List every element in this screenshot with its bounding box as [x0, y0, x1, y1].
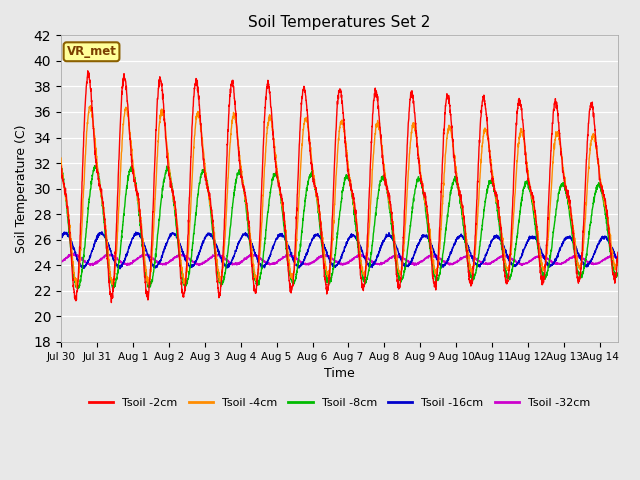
Tsoil -8cm: [295, 254, 303, 260]
Tsoil -16cm: [271, 240, 279, 245]
Tsoil -16cm: [295, 264, 303, 270]
Tsoil -8cm: [614, 270, 622, 276]
Tsoil -8cm: [154, 231, 162, 237]
Line: Tsoil -4cm: Tsoil -4cm: [61, 106, 618, 288]
X-axis label: Time: Time: [324, 367, 355, 380]
Tsoil -8cm: [121, 204, 129, 210]
Legend: Tsoil -2cm, Tsoil -4cm, Tsoil -8cm, Tsoil -16cm, Tsoil -32cm: Tsoil -2cm, Tsoil -4cm, Tsoil -8cm, Tsoi…: [84, 394, 595, 412]
Tsoil -8cm: [543, 270, 551, 276]
Tsoil -2cm: [154, 94, 162, 99]
Tsoil -32cm: [295, 258, 303, 264]
Tsoil -32cm: [57, 259, 65, 264]
Tsoil -4cm: [295, 194, 303, 200]
Tsoil -16cm: [116, 266, 124, 272]
Tsoil -32cm: [604, 255, 611, 261]
Tsoil -2cm: [121, 76, 129, 82]
Tsoil -32cm: [121, 261, 129, 266]
Tsoil -2cm: [614, 250, 622, 255]
Tsoil -8cm: [271, 172, 278, 178]
Tsoil -32cm: [70, 250, 77, 256]
Tsoil -4cm: [543, 245, 551, 251]
Tsoil -32cm: [614, 255, 622, 261]
Tsoil -16cm: [57, 233, 65, 239]
Tsoil -4cm: [57, 155, 65, 161]
Tsoil -4cm: [154, 143, 162, 148]
Tsoil -32cm: [86, 263, 94, 268]
Tsoil -4cm: [73, 285, 81, 290]
Line: Tsoil -8cm: Tsoil -8cm: [61, 165, 618, 289]
Tsoil -2cm: [543, 226, 551, 232]
Tsoil -32cm: [271, 260, 279, 265]
Tsoil -4cm: [121, 106, 129, 112]
Tsoil -8cm: [57, 162, 65, 168]
Tsoil -2cm: [295, 145, 303, 151]
Tsoil -2cm: [271, 155, 279, 161]
Tsoil -16cm: [604, 236, 611, 241]
Tsoil -2cm: [57, 163, 65, 169]
Y-axis label: Soil Temperature (C): Soil Temperature (C): [15, 124, 28, 253]
Tsoil -4cm: [271, 151, 279, 156]
Tsoil -16cm: [121, 256, 129, 262]
Tsoil -2cm: [108, 300, 115, 305]
Line: Tsoil -32cm: Tsoil -32cm: [61, 253, 618, 265]
Tsoil -8cm: [74, 286, 81, 292]
Tsoil -4cm: [604, 215, 611, 220]
Tsoil -16cm: [543, 263, 551, 268]
Tsoil -32cm: [543, 256, 551, 262]
Tsoil -16cm: [614, 258, 622, 264]
Tsoil -16cm: [98, 229, 106, 235]
Tsoil -2cm: [84, 68, 92, 74]
Tsoil -4cm: [614, 254, 622, 260]
Line: Tsoil -16cm: Tsoil -16cm: [61, 232, 618, 269]
Tsoil -32cm: [154, 260, 162, 265]
Tsoil -4cm: [86, 103, 94, 109]
Text: VR_met: VR_met: [67, 45, 116, 58]
Title: Soil Temperatures Set 2: Soil Temperatures Set 2: [248, 15, 431, 30]
Tsoil -2cm: [604, 210, 611, 216]
Tsoil -16cm: [154, 262, 162, 267]
Tsoil -8cm: [604, 226, 611, 232]
Line: Tsoil -2cm: Tsoil -2cm: [61, 71, 618, 302]
